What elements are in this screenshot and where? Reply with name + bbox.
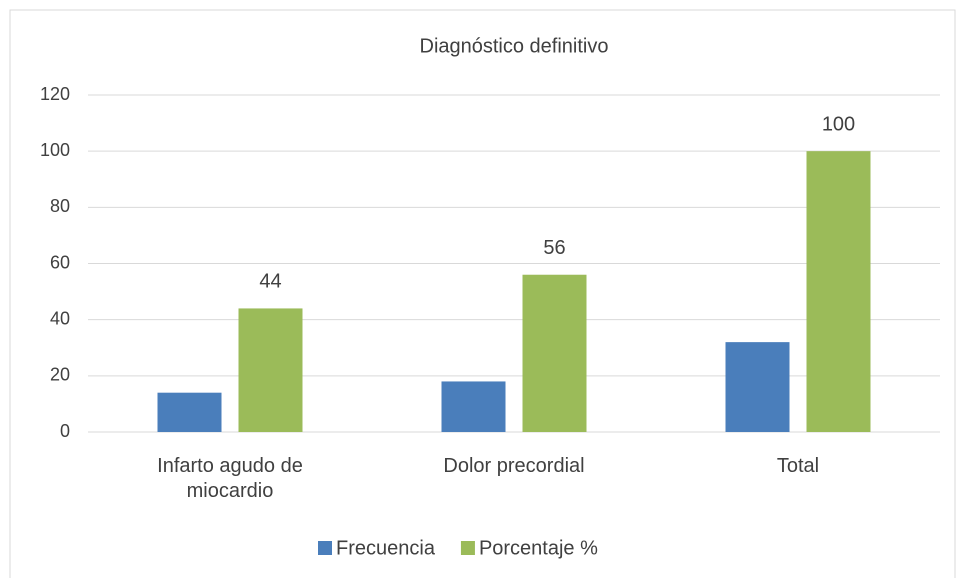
y-tick-label: 120: [40, 84, 70, 104]
bar: [806, 151, 871, 432]
y-tick-label: 20: [50, 365, 70, 385]
bar: [441, 381, 506, 432]
x-tick-label: Total: [776, 455, 820, 477]
x-tick-label: Dolor precordial: [443, 455, 585, 477]
chart-border: [9, 9, 956, 578]
bar: [522, 274, 587, 432]
data-label: 100: [822, 113, 855, 135]
bar: [725, 342, 790, 432]
legend-swatch: [318, 541, 332, 555]
y-tick-label: 60: [50, 252, 70, 272]
data-label: 56: [543, 237, 565, 259]
bar: [157, 392, 222, 432]
y-tick-label: 100: [40, 140, 70, 160]
bar: [238, 308, 303, 432]
legend-label: Frecuencia: [336, 537, 436, 559]
legend-label: Porcentaje %: [479, 537, 598, 559]
chart-title: Diagnóstico definitivo: [420, 35, 609, 57]
legend-swatch: [460, 541, 475, 555]
x-tick-label: Infarto agudo de miocardio: [157, 455, 303, 502]
y-tick-label: 80: [50, 196, 70, 216]
y-tick-label: 40: [50, 308, 70, 328]
y-tick-label: 0: [60, 421, 70, 441]
data-label: 44: [259, 271, 281, 293]
